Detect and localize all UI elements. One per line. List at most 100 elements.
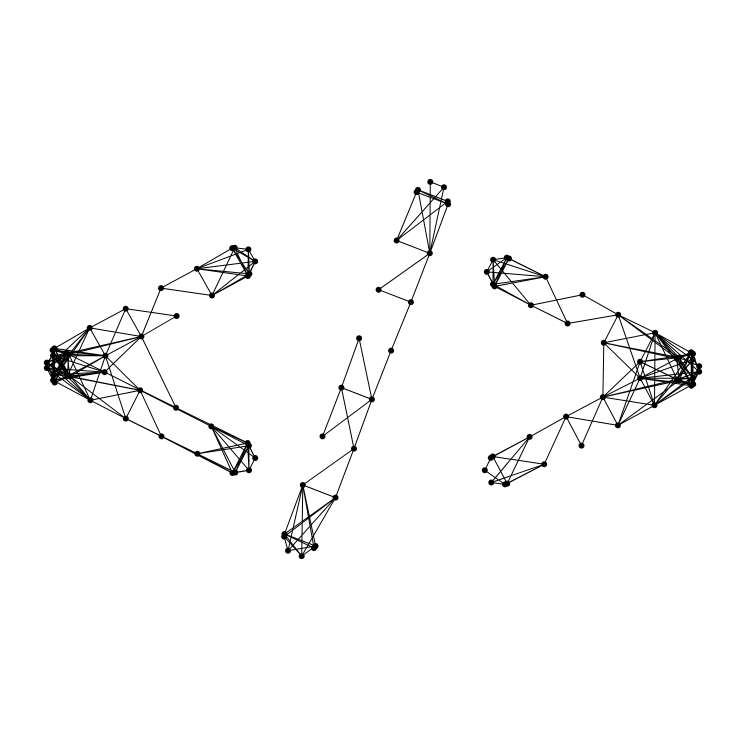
mesh-node <box>441 184 447 191</box>
mesh-line <box>390 301 412 352</box>
mesh-line <box>396 191 418 241</box>
mesh-node <box>599 394 606 401</box>
mesh-line <box>602 396 619 426</box>
mesh-node <box>426 250 433 257</box>
mesh-line <box>234 445 250 473</box>
mesh-node <box>246 270 253 277</box>
mesh-node <box>541 461 548 468</box>
mesh-node <box>351 445 357 452</box>
mesh-line <box>378 289 412 303</box>
mesh-line <box>486 271 547 278</box>
mesh-line <box>52 379 91 401</box>
mesh-line <box>211 273 250 296</box>
mesh-line <box>490 436 531 483</box>
mesh-line <box>53 327 91 349</box>
mesh-node <box>696 368 703 375</box>
mesh-node <box>483 268 490 275</box>
mesh-line <box>53 371 106 376</box>
mesh-line <box>302 484 336 499</box>
mesh-line <box>602 379 680 398</box>
mesh-node <box>102 352 109 359</box>
mesh-line <box>486 257 508 273</box>
mesh-node <box>490 256 497 263</box>
mesh-line <box>545 276 569 324</box>
mesh-line <box>492 257 508 285</box>
mesh-node <box>690 350 696 357</box>
mesh-node <box>138 333 145 340</box>
mesh-line <box>429 203 449 254</box>
mesh-line <box>104 355 141 391</box>
mesh-node <box>193 265 200 272</box>
mesh-node <box>319 433 326 440</box>
mesh-line <box>429 181 431 254</box>
mesh-line <box>396 240 431 254</box>
mesh-node <box>487 454 494 461</box>
mesh-node <box>173 313 180 319</box>
mesh-line <box>210 425 250 471</box>
mesh-line <box>410 252 431 303</box>
mesh-line <box>247 248 250 275</box>
mesh-node <box>245 442 252 449</box>
mesh-node <box>652 329 659 336</box>
mesh-node <box>64 373 71 380</box>
mesh-node <box>563 413 570 420</box>
mesh-line <box>46 327 91 369</box>
mesh-line <box>125 389 141 420</box>
mesh-node <box>689 375 696 382</box>
mesh-line <box>543 416 567 465</box>
mesh-node <box>637 375 644 382</box>
mesh-line <box>211 260 256 296</box>
mesh-node <box>481 467 488 474</box>
mesh-line <box>492 456 508 485</box>
mesh-line <box>104 336 142 373</box>
mesh-line <box>639 357 680 379</box>
mesh-line <box>565 416 619 426</box>
mesh-node <box>488 479 495 486</box>
mesh-line <box>639 377 655 406</box>
mesh-line <box>89 399 127 420</box>
mesh-node <box>527 302 534 309</box>
mesh-line <box>602 377 641 398</box>
mesh-line <box>617 377 641 426</box>
mesh-line <box>196 248 249 270</box>
mesh-line <box>530 304 569 324</box>
mesh-line <box>654 359 694 406</box>
mesh-node <box>101 369 108 376</box>
mesh-line <box>160 268 198 289</box>
mesh-node <box>444 198 451 205</box>
mesh-node <box>503 254 510 261</box>
mesh-line <box>283 497 336 538</box>
mesh-line <box>283 536 303 557</box>
mesh-line <box>104 355 127 420</box>
mesh-line <box>603 342 641 379</box>
mesh-line <box>46 353 68 364</box>
mesh-node <box>338 384 345 391</box>
mesh-node <box>208 423 215 430</box>
mesh-node <box>579 291 586 298</box>
mesh-line <box>529 416 567 438</box>
mesh-line <box>322 387 342 437</box>
mesh-node <box>43 359 50 366</box>
mesh-node <box>526 433 533 440</box>
mesh-node <box>600 339 607 346</box>
right-angle-bracket <box>481 254 703 488</box>
mesh-line <box>52 371 106 381</box>
mesh-node <box>676 377 683 384</box>
mesh-line <box>603 314 619 344</box>
mesh-node <box>427 178 434 185</box>
mesh-node <box>231 244 238 251</box>
mesh-line <box>340 337 360 389</box>
mesh-node <box>122 305 129 312</box>
mesh-line <box>125 308 142 337</box>
mesh-node <box>696 363 703 370</box>
mesh-line <box>46 353 68 369</box>
mesh-line <box>284 533 315 549</box>
mesh-node <box>676 354 682 361</box>
mesh-line <box>139 389 162 437</box>
mesh-line <box>89 308 127 329</box>
mesh-node <box>252 258 259 265</box>
mesh-line <box>654 332 678 380</box>
mesh-line <box>654 332 694 355</box>
mesh-line <box>358 337 373 400</box>
